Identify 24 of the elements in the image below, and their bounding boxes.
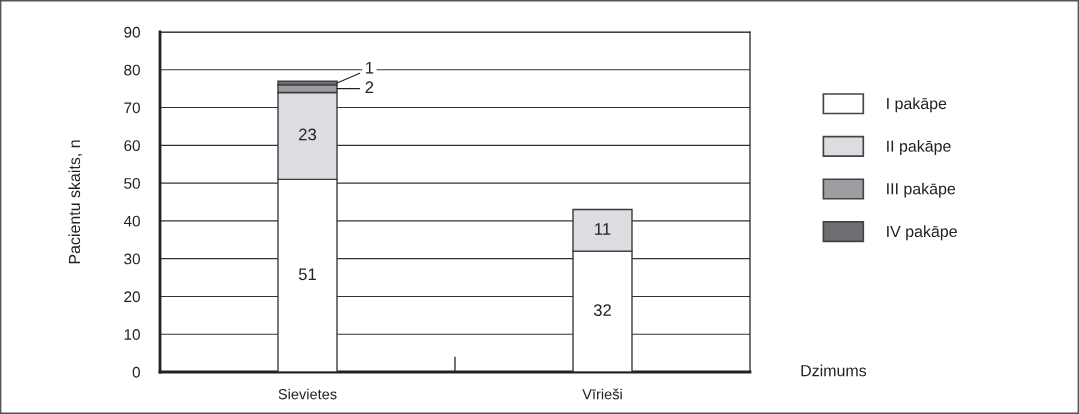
y-tick-label: 0 [132, 366, 140, 378]
data-label: 23 [299, 128, 317, 141]
y-tick-label: 70 [124, 102, 140, 114]
y-tick-label: 60 [124, 140, 140, 152]
legend-label: I pakāpe [887, 97, 947, 113]
data-label: 11 [595, 223, 611, 235]
data-label: 1 [366, 61, 374, 74]
y-tick-label: 80 [124, 64, 140, 76]
x-tick-label: Vīrieši [582, 388, 622, 400]
x-axis-title: Dzimums [801, 364, 867, 377]
x-tick-label: Sievietes [278, 388, 337, 400]
data-label: 2 [365, 81, 374, 93]
y-tick-label: 50 [124, 177, 140, 189]
legend-label: III pakāpe [887, 182, 956, 198]
y-tick-label: 40 [123, 215, 140, 227]
data-label: 51 [298, 268, 316, 281]
y-tick-label: 30 [124, 253, 140, 265]
legend-label: IV pakāpe [887, 225, 957, 241]
y-tick-label: 90 [124, 26, 140, 38]
legend-label: II pakāpe [887, 140, 951, 155]
y-tick-label: 10 [124, 329, 140, 340]
y-tick-label: 20 [124, 291, 140, 303]
data-label: 32 [593, 304, 611, 317]
y-axis-title: Pacientu skaits, n [68, 140, 83, 264]
